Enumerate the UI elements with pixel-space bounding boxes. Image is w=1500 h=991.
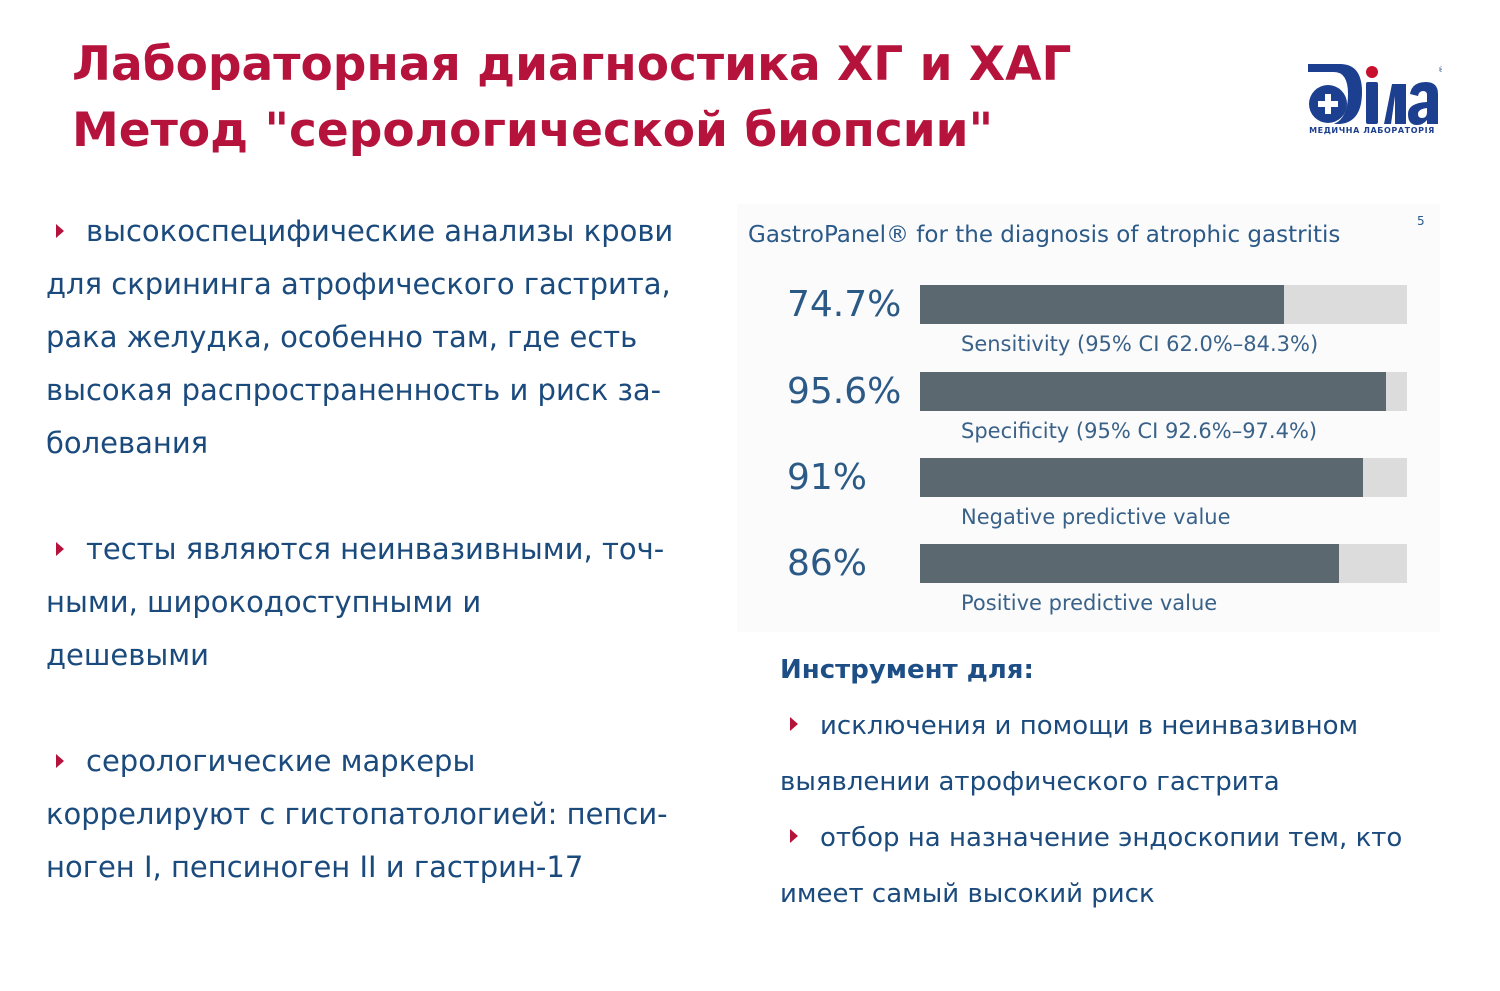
left-bullet-list: высокоспецифические анализы крови для ск… — [46, 205, 696, 894]
bullet-text: болевания — [46, 426, 209, 460]
chart-title: GastroPanel® for the diagnosis of atroph… — [748, 222, 1341, 248]
title-line-2: Метод "серологической биопсии" — [72, 103, 994, 158]
tool-item-text: исключения и помощи в неинвазивном — [820, 711, 1359, 741]
bullet-text: для скрининга атрофического гастрита, — [46, 267, 671, 301]
tool-item: исключения и помощи в неинвазивном выявл… — [780, 698, 1470, 810]
chart-row: 86% Positive predictive value — [737, 543, 1440, 623]
tool-item-text: имеет самый высокий риск — [780, 879, 1155, 909]
bullet-arrow-icon — [56, 224, 64, 238]
bullet-text: рака желудка, особенно там, где есть — [46, 320, 638, 354]
chart-row: 95.6% Specificity (95% CI 92.6%–97.4%) — [737, 371, 1440, 451]
bullet-text: дешевыми — [46, 638, 209, 672]
tool-item-text: выявлении атрофического гастрита — [780, 767, 1280, 797]
bullet-item: серологические маркеры коррелируют с гис… — [46, 735, 696, 894]
bullet-text: высокая распространенность и риск за- — [46, 373, 662, 407]
dila-logo: ® — [1308, 64, 1442, 125]
bar-value-label: 86% — [787, 543, 868, 584]
bar-track — [920, 285, 1407, 324]
logo-caption: МЕДИЧНА ЛАБОРАТОРІЯ — [1309, 126, 1435, 135]
title-line-1: Лабораторная диагностика ХГ и ХАГ — [72, 37, 1072, 92]
gastropanel-chart: GastroPanel® for the diagnosis of atroph… — [737, 204, 1440, 632]
bullet-arrow-icon — [56, 542, 64, 556]
bullet-arrow-icon — [56, 754, 64, 768]
bullet-item: тесты являются неинвазивными, точ- ными,… — [46, 523, 696, 682]
bullet-text: тесты являются неинвазивными, точ- — [86, 532, 665, 566]
tool-item: отбор на назначение эндоскопии тем, кто … — [780, 810, 1470, 922]
bar-category-label: Negative predictive value — [961, 505, 1231, 529]
bar-value-label: 95.6% — [787, 371, 902, 412]
bar-track — [920, 372, 1407, 411]
slide-title: Лабораторная диагностика ХГ и ХАГ Метод … — [72, 32, 1071, 164]
registered-mark: ® — [1438, 66, 1442, 74]
tool-heading: Инструмент для: — [780, 655, 1034, 685]
chart-title-superscript: 5 — [1417, 214, 1425, 228]
bar-fill — [920, 285, 1284, 324]
chart-row: 91% Negative predictive value — [737, 457, 1440, 537]
bullet-text: ными, широкодоступными и — [46, 585, 482, 619]
bar-value-label: 91% — [787, 457, 868, 498]
bullet-text: высокоспецифические анализы крови — [86, 214, 674, 248]
bar-category-label: Positive predictive value — [961, 591, 1218, 615]
bar-category-label: Specificity (95% CI 92.6%–97.4%) — [961, 419, 1318, 443]
bar-fill — [920, 544, 1339, 583]
bar-track — [920, 458, 1407, 497]
bar-fill — [920, 372, 1386, 411]
tool-item-text: отбор на назначение эндоскопии тем, кто — [820, 823, 1403, 853]
bar-track — [920, 544, 1407, 583]
bullet-text: ноген I, пепсиноген II и гастрин-17 — [46, 850, 584, 884]
bar-value-label: 74.7% — [787, 284, 902, 325]
bar-fill — [920, 458, 1364, 497]
bullet-text: коррелируют с гистопатологией: пепси- — [46, 797, 668, 831]
bullet-item: высокоспецифические анализы крови для ск… — [46, 205, 696, 470]
bullet-arrow-icon — [790, 717, 798, 731]
bullet-text: серологические маркеры — [86, 744, 476, 778]
chart-row: 74.7% Sensitivity (95% CI 62.0%–84.3%) — [737, 284, 1440, 364]
bullet-arrow-icon — [790, 829, 798, 843]
bar-category-label: Sensitivity (95% CI 62.0%–84.3%) — [961, 332, 1319, 356]
tool-section: Инструмент для: исключения и помощи в не… — [780, 642, 1470, 922]
